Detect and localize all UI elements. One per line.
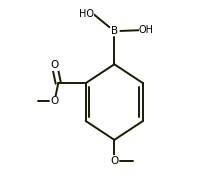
Text: HO: HO — [78, 9, 94, 19]
Text: O: O — [50, 60, 59, 70]
Text: B: B — [111, 26, 118, 36]
Text: OH: OH — [139, 25, 154, 35]
Text: O: O — [110, 156, 118, 166]
Text: O: O — [50, 96, 59, 106]
